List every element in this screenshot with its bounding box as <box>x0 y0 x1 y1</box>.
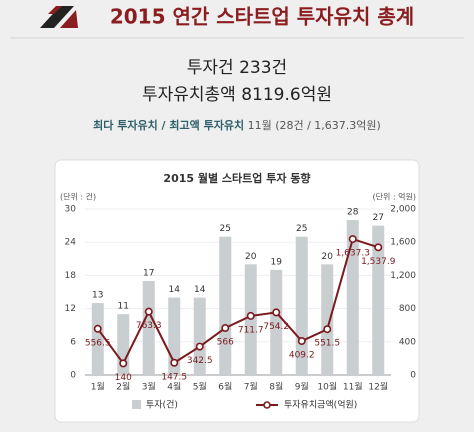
line-marker <box>246 311 255 320</box>
bar-value-label: 11 <box>118 302 129 312</box>
line-value-label: 711.7 <box>238 325 264 335</box>
y2-axis-label: (단위 : 억원) <box>373 192 416 202</box>
line <box>96 237 379 366</box>
bar-value-label: 27 <box>373 213 384 223</box>
x-tick-label: 6월 <box>218 381 232 393</box>
y-tick-label: 6 <box>70 337 76 347</box>
line-marker <box>272 308 281 317</box>
highlight-label: 최다 투자유치 / 최고액 투자유치 <box>93 118 244 132</box>
x-tick-label: 9월 <box>295 381 309 393</box>
bar-value-label: 28 <box>347 208 359 218</box>
page-title: 2015 연간 스타트업 투자유치 총계 <box>110 5 414 29</box>
x-tick-label: 8월 <box>269 381 283 393</box>
x-tick-label: 4월 <box>167 381 181 393</box>
line-value-label: 342.5 <box>187 356 213 366</box>
bar <box>321 264 334 375</box>
y2-tick-label: 400 <box>399 337 416 347</box>
x-tick-label: 10월 <box>317 381 337 393</box>
line-value-label: 140 <box>115 373 132 383</box>
highlight: 최다 투자유치 / 최고액 투자유치 11월 (28건 / 1,637.3억원) <box>93 118 381 132</box>
line-value-label: 409.2 <box>289 351 315 361</box>
x-tick-label: 1월 <box>91 381 105 393</box>
bar-value-label: 14 <box>194 285 206 295</box>
line-marker <box>297 337 306 346</box>
y2-tick-label: 800 <box>399 304 416 314</box>
bar-value-label: 17 <box>143 268 154 278</box>
y-tick-label: 24 <box>65 238 77 248</box>
chart-panel <box>54 159 420 423</box>
y2-tick-label: 1,200 <box>390 271 416 281</box>
highlight-value: 11월 (28건 / 1,637.3억원) <box>248 119 381 132</box>
y-tick-label: 0 <box>70 371 76 381</box>
line-value-label: 147.5 <box>161 372 187 382</box>
y2-tick-label: 2,000 <box>390 205 416 215</box>
x-tick-label: 5월 <box>193 381 207 393</box>
x-tick-label: 12월 <box>368 381 388 393</box>
x-tick-label: 3월 <box>142 381 156 393</box>
line-value-label: 763.3 <box>136 321 162 331</box>
line-marker <box>323 325 332 334</box>
bar-value-label: 14 <box>169 285 181 295</box>
y-axis-label: (단위 : 건) <box>60 192 96 202</box>
x-tick-label: 2월 <box>116 381 130 393</box>
total-line: 투자유치총액 8119.6억원 <box>142 85 332 105</box>
bar-value-label: 25 <box>220 224 231 234</box>
bar-value-label: 19 <box>271 257 283 267</box>
line-value-label: 1,537.9 <box>361 257 396 267</box>
bar-value-label: 13 <box>92 291 103 301</box>
line-marker <box>221 324 230 333</box>
legend-swatch <box>132 400 141 409</box>
line-value-label: 566 <box>217 338 234 348</box>
line-marker <box>348 235 357 244</box>
bar <box>193 297 206 375</box>
line-marker <box>119 359 128 368</box>
y2-tick-label: 1,600 <box>390 238 416 248</box>
bar <box>270 269 283 375</box>
legend-label: 투자유치금액(억원) <box>284 399 357 411</box>
bar <box>91 303 104 375</box>
line-marker <box>195 342 204 351</box>
bar-value-label: 25 <box>296 224 307 234</box>
bar <box>142 280 155 375</box>
count-line: 투자건 233건 <box>187 58 287 78</box>
line-value-label: 556.5 <box>85 338 111 348</box>
line-value-label: 754.2 <box>263 322 289 332</box>
bar-value-label: 20 <box>245 252 257 262</box>
bar-value-label: 20 <box>322 252 334 262</box>
line-marker <box>374 243 383 252</box>
x-tick-label: 11월 <box>343 381 363 393</box>
x-tick-label: 7월 <box>244 381 258 393</box>
logo <box>40 6 78 28</box>
line-marker <box>144 307 153 316</box>
bar <box>372 225 385 375</box>
bar <box>346 220 359 375</box>
y-tick-label: 12 <box>65 304 76 314</box>
line-marker <box>93 324 102 333</box>
chart-title: 2015 월별 스타트업 투자 동향 <box>163 171 310 185</box>
y-tick-label: 30 <box>65 205 77 215</box>
line-value-label: 551.5 <box>314 339 340 349</box>
bar <box>219 236 232 375</box>
legend-swatch <box>263 401 271 409</box>
legend-label: 투자(건) <box>146 400 178 411</box>
y-tick-label: 18 <box>65 271 77 281</box>
line-value-label: 1,637.3 <box>336 249 370 259</box>
line-marker <box>170 358 179 367</box>
y2-tick-label: 0 <box>410 371 416 381</box>
